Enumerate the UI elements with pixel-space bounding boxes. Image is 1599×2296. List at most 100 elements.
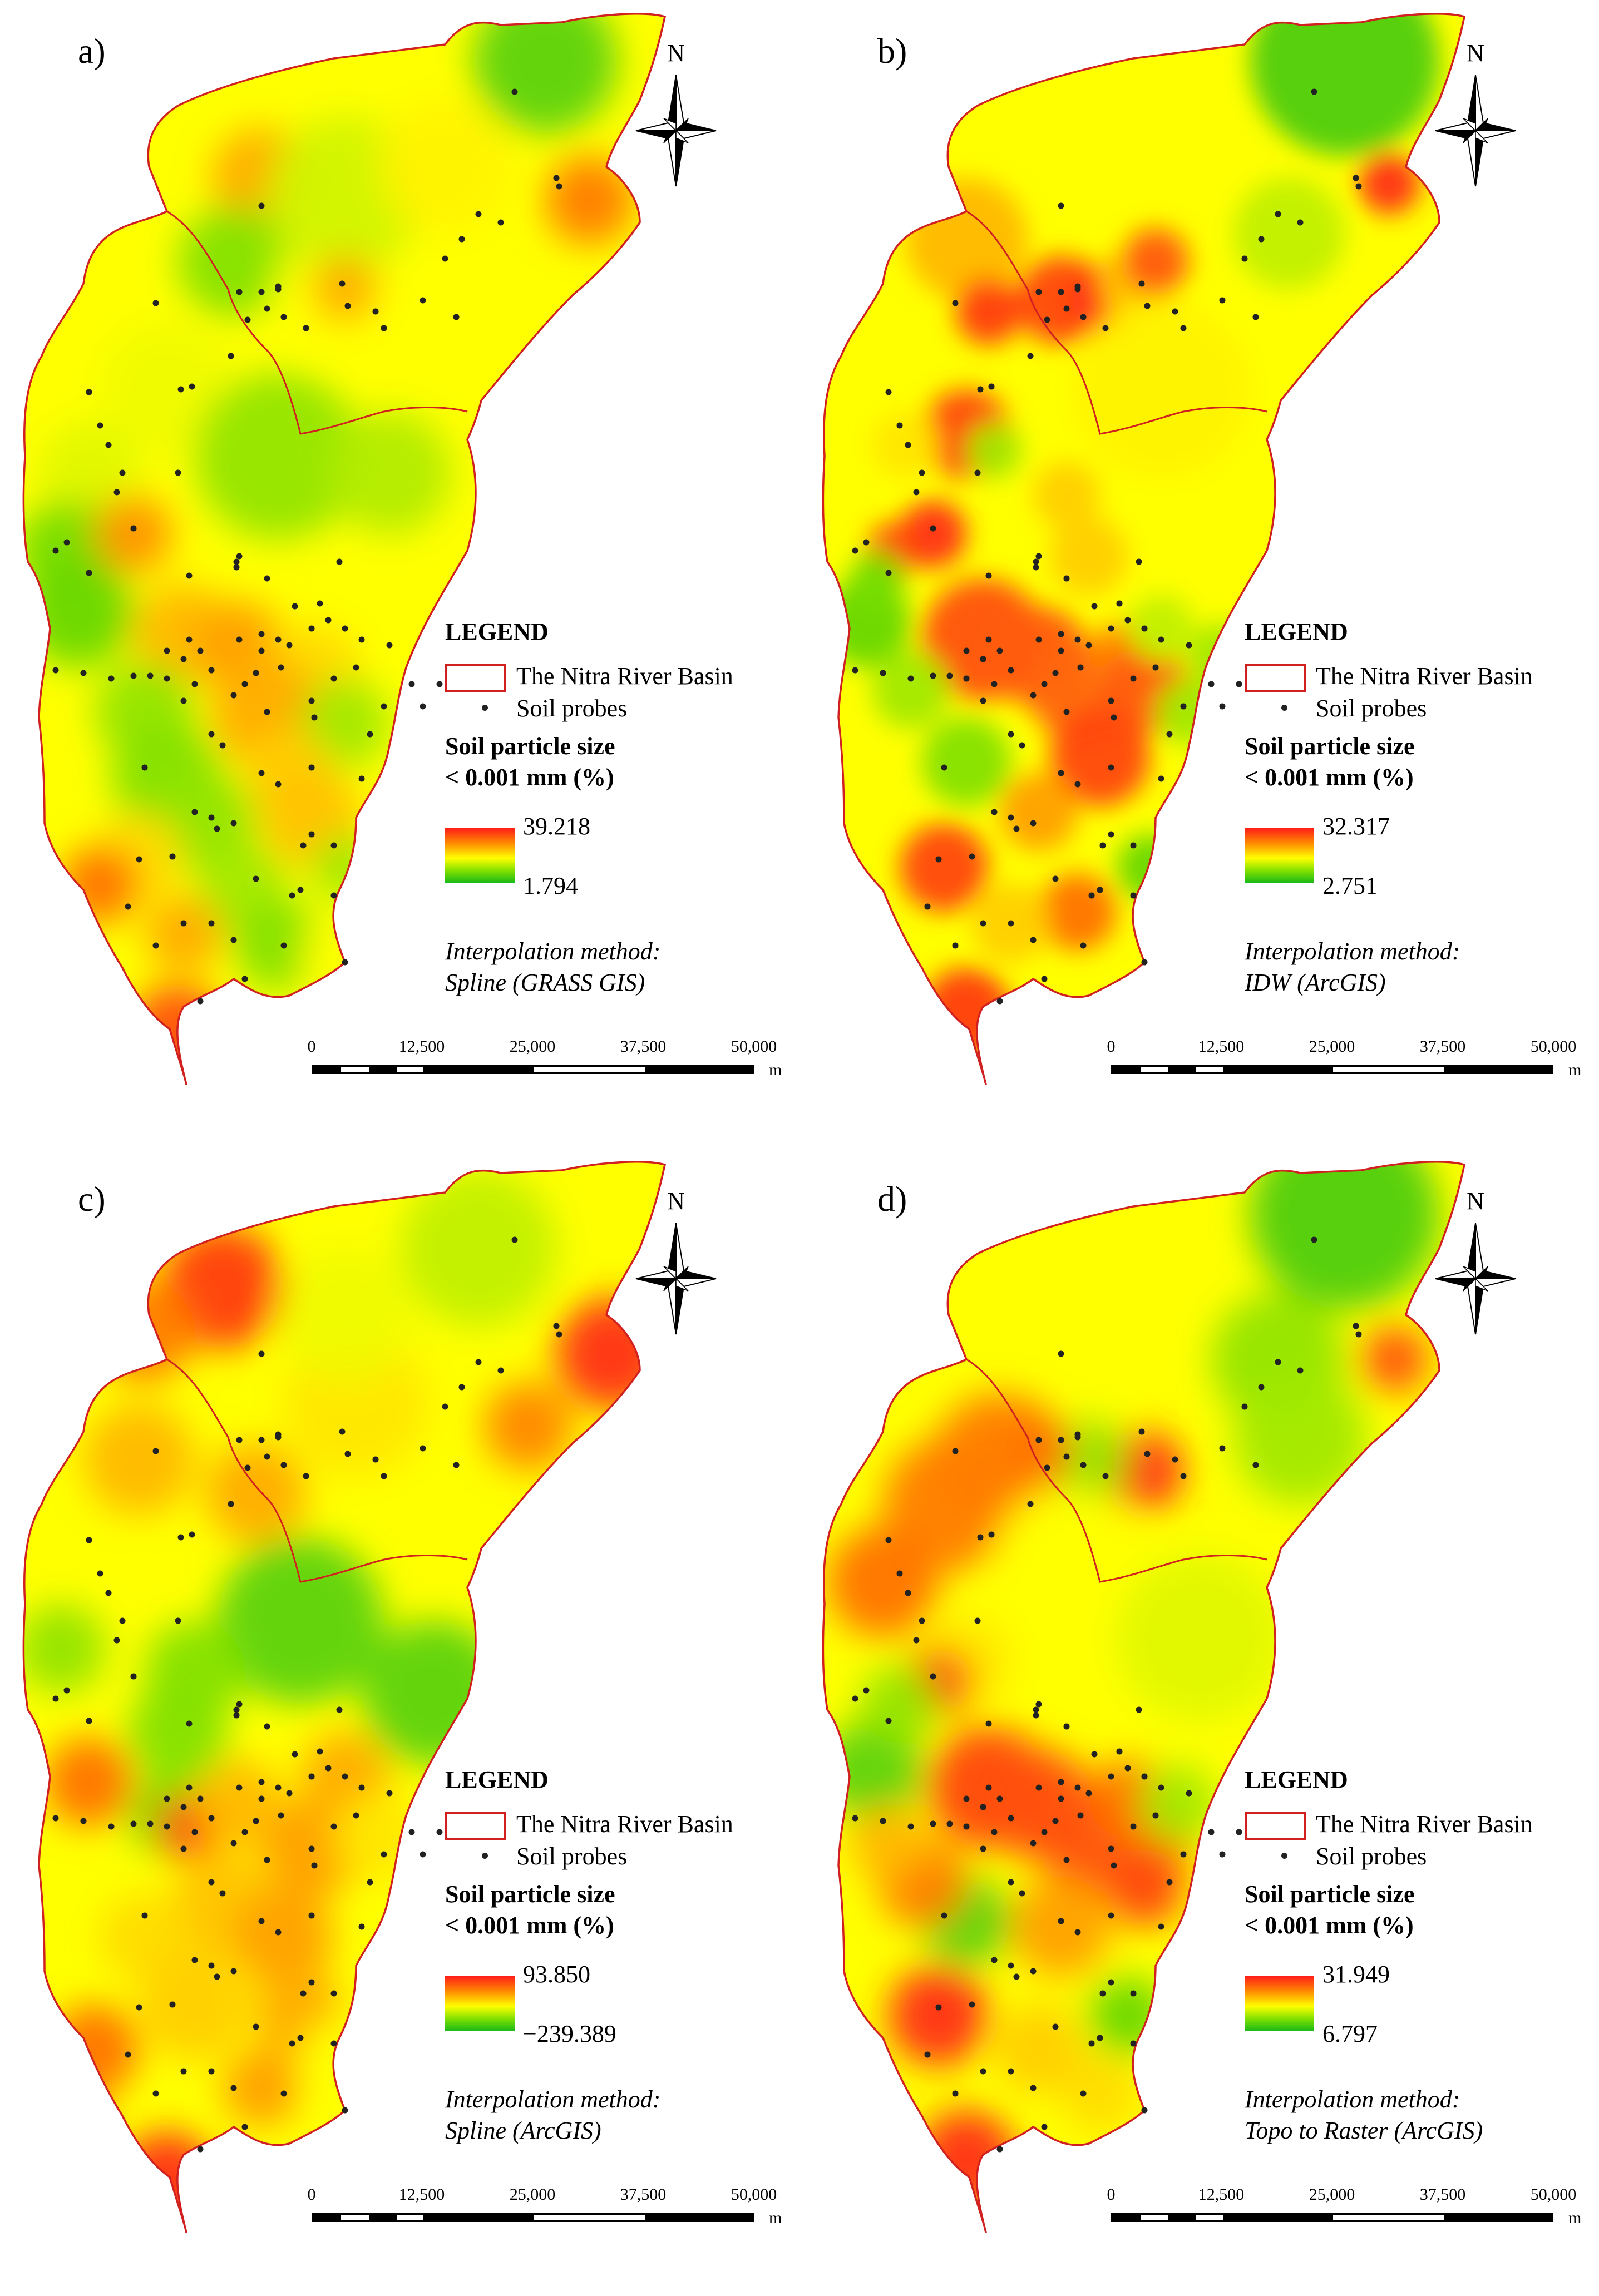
- soil-probe: [905, 442, 911, 448]
- soil-probe: [442, 1403, 448, 1410]
- soil-probe: [991, 1957, 998, 1963]
- probe-dot-icon: [1281, 705, 1287, 711]
- soil-probe: [1013, 1973, 1020, 1980]
- soil-probe: [1041, 2124, 1048, 2130]
- surface-blob: [95, 495, 172, 573]
- soil-probe: [214, 825, 220, 832]
- scale-bar-graphic: [1111, 2213, 1553, 2222]
- soil-probe: [930, 1673, 936, 1680]
- method-value: Topo to Raster (ArcGIS): [1245, 2117, 1483, 2144]
- soil-probe: [919, 1617, 925, 1624]
- surface-blob: [139, 1949, 250, 2060]
- soil-probe: [1180, 703, 1187, 710]
- soil-probe: [233, 564, 240, 571]
- soil-probe: [264, 1453, 270, 1460]
- surface-blob: [1050, 706, 1150, 806]
- soil-probe: [1186, 1790, 1192, 1797]
- soil-probe: [264, 305, 270, 312]
- north-arrow: N: [634, 39, 718, 195]
- soil-probe: [977, 386, 984, 393]
- soil-probe: [253, 2023, 259, 2030]
- soil-probe: [186, 572, 193, 579]
- method-label: Interpolation method:: [1245, 2086, 1460, 2113]
- soil-probe: [228, 1501, 234, 1507]
- ramp-min-value: 2.751: [1322, 872, 1378, 899]
- soil-probe: [1108, 764, 1114, 771]
- soil-probe: [308, 625, 315, 632]
- soil-probe: [113, 1637, 120, 1644]
- soil-probe: [1141, 625, 1148, 632]
- soil-probe: [1099, 842, 1106, 849]
- soil-probe: [974, 469, 981, 476]
- soil-probe: [80, 670, 87, 676]
- soil-probe: [275, 283, 282, 290]
- soil-probe: [180, 1804, 187, 1810]
- soil-probe: [896, 422, 903, 429]
- soil-probe: [1033, 558, 1039, 565]
- soil-probe: [130, 525, 137, 532]
- soil-probes: [52, 88, 562, 1004]
- soil-probe: [367, 1879, 373, 1886]
- soil-probe: [63, 1687, 70, 1694]
- soil-probe: [147, 672, 154, 679]
- scale-tick-label: 37,500: [620, 1037, 667, 1056]
- soil-probe: [863, 1687, 870, 1694]
- soil-probe: [1152, 664, 1159, 671]
- soil-probe: [885, 389, 892, 395]
- soil-probe: [1252, 1462, 1259, 1468]
- soil-probe: [980, 1804, 986, 1810]
- soil-probe: [1080, 942, 1087, 949]
- surface-blob: [39, 423, 139, 523]
- surface-blob: [1106, 1849, 1183, 1927]
- scale-tick-label: 12,500: [1198, 2185, 1245, 2204]
- soil-probe: [164, 1823, 170, 1830]
- surface-blob: [28, 2077, 106, 2155]
- soil-probe: [963, 1823, 970, 1830]
- soil-probe: [258, 1795, 265, 1802]
- surface-blob: [61, 845, 139, 923]
- soil-probe: [189, 1531, 195, 1538]
- scale-unit: m: [769, 2209, 782, 2227]
- surface-blob: [905, 178, 1028, 300]
- soil-probe: [197, 2146, 204, 2152]
- soil-probe: [233, 558, 240, 565]
- panel-label: d): [877, 1179, 907, 1219]
- scale-tick-label: 12,500: [1198, 1037, 1245, 1056]
- soil-probe: [1130, 842, 1137, 849]
- soil-probe: [1008, 1962, 1014, 1969]
- compass-rose-icon: [1435, 1223, 1516, 1335]
- soil-probe: [330, 1823, 337, 1830]
- soil-probe: [1297, 219, 1304, 226]
- soil-probe: [105, 1590, 112, 1596]
- soil-probe: [1108, 625, 1114, 632]
- soil-probe: [214, 1973, 220, 1980]
- soil-probe: [1241, 1403, 1248, 1410]
- soil-probe: [180, 656, 187, 662]
- soil-probe: [924, 2051, 931, 2058]
- soil-probe: [330, 1990, 337, 1997]
- soil-probe: [97, 422, 103, 429]
- surface-blob: [1000, 773, 1078, 851]
- soil-probe: [907, 1823, 914, 1830]
- soil-probe: [1074, 1431, 1081, 1438]
- soil-probe: [286, 1790, 293, 1797]
- soil-probe: [372, 308, 379, 315]
- soil-probe: [1080, 1462, 1087, 1468]
- soil-probe: [988, 1531, 995, 1538]
- attribute-title-line2: < 0.001 mm (%): [1245, 764, 1414, 791]
- surface-blob: [994, 1487, 1139, 1632]
- soil-probe: [353, 664, 359, 671]
- soil-probe: [1030, 937, 1037, 943]
- soil-probe: [236, 1784, 243, 1791]
- scale-bar: 0 12,500 25,000 37,500 50,000 m: [300, 2185, 800, 2241]
- probes-label: Soil probes: [1316, 695, 1427, 722]
- soil-probe: [1130, 892, 1137, 899]
- soil-probe: [1085, 642, 1092, 649]
- soil-probe: [1008, 667, 1014, 674]
- attribute-title-line1: Soil particle size: [1245, 733, 1415, 760]
- soil-probe: [169, 853, 176, 860]
- soil-probe: [1130, 675, 1137, 682]
- soil-probe: [408, 1829, 415, 1835]
- soil-probe: [1219, 297, 1226, 304]
- soil-probe: [342, 2107, 348, 2114]
